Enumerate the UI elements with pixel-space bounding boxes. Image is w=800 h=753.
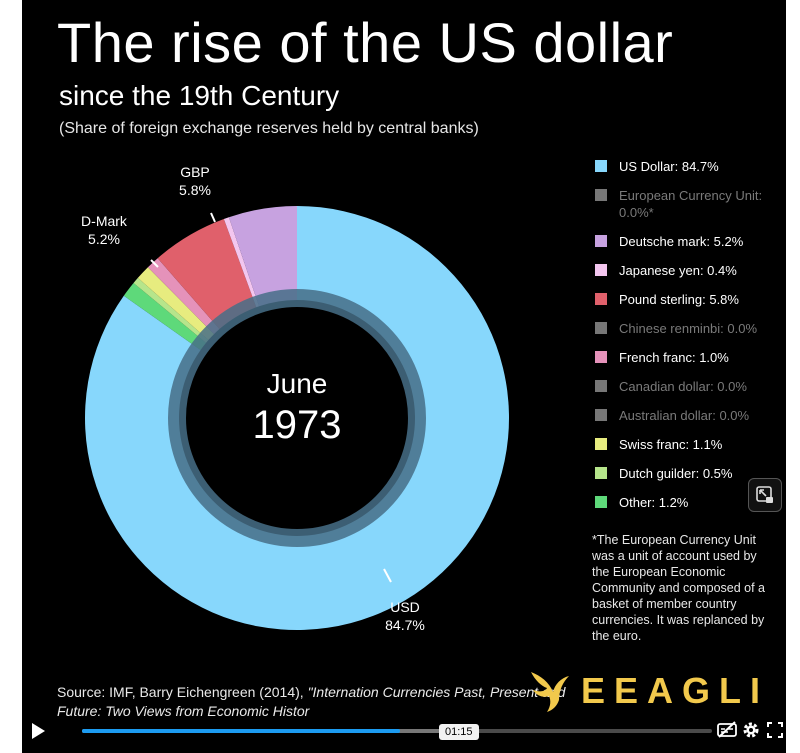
- legend-item: US Dollar: 84.7%: [595, 158, 785, 175]
- donut-slice-dutch-guilder: [133, 277, 209, 343]
- donut-slice-pound-sterling: [157, 219, 257, 330]
- play-button[interactable]: [28, 721, 48, 741]
- chart-note: (Share of foreign exchange reserves held…: [59, 120, 479, 137]
- footnote: *The European Currency Unit was a unit o…: [592, 533, 766, 643]
- legend-item: Other: 1.2%: [595, 494, 785, 511]
- donut-slice-deutsche-mark: [228, 206, 297, 307]
- legend-label: Other: 1.2%: [619, 495, 689, 510]
- donut-slice-japanese-yen: [223, 217, 260, 308]
- legend-label: Chinese renminbi: 0.0%: [619, 321, 758, 336]
- callout-usd-line: [383, 568, 392, 583]
- callout-usd-name: USD: [390, 599, 420, 615]
- pip-button[interactable]: [748, 478, 782, 512]
- donut-slice-french-franc: [147, 258, 220, 335]
- callout-gbp-name: GBP: [180, 164, 210, 180]
- legend-swatch: [595, 322, 607, 334]
- legend-swatch: [595, 264, 607, 276]
- center-month: June: [267, 368, 328, 399]
- legend-label: Swiss franc: 1.1%: [619, 437, 723, 452]
- legend-item: European Currency Unit: 0.0%*: [595, 187, 785, 221]
- legend-item: Dutch guilder: 0.5%: [595, 465, 785, 482]
- legend-item: Japanese yen: 0.4%: [595, 262, 785, 279]
- callout-usd: USD 84.7%: [383, 568, 425, 633]
- legend-item: French franc: 1.0%: [595, 349, 785, 366]
- legend-swatch: [595, 160, 607, 172]
- progress-bar: [82, 729, 401, 733]
- video-frame: The rise of the US dollar since the 19th…: [22, 0, 786, 753]
- seek-bar[interactable]: 01:15: [82, 724, 712, 740]
- callout-gbp-line: [210, 212, 216, 223]
- legend: US Dollar: 84.7% European Currency Unit: …: [595, 158, 785, 523]
- fullscreen-button[interactable]: [764, 719, 786, 741]
- legend-item: Australian dollar: 0.0%: [595, 407, 785, 424]
- legend-swatch: [595, 496, 607, 508]
- legend-label: Dutch guilder: 0.5%: [619, 466, 733, 481]
- legend-label: Pound sterling: 5.8%: [619, 292, 739, 307]
- callout-gbp-value: 5.8%: [179, 182, 211, 198]
- legend-swatch: [595, 467, 607, 479]
- brand-name: EEAGLI: [581, 670, 770, 711]
- legend-label: US Dollar: 84.7%: [619, 159, 719, 174]
- captions-off-icon: [717, 721, 737, 738]
- donut-slices: [85, 206, 509, 630]
- play-icon: [32, 723, 45, 739]
- video-controls: 01:15: [22, 705, 786, 753]
- time-tooltip: 01:15: [439, 724, 479, 740]
- legend-label: European Currency Unit: 0.0%*: [619, 188, 763, 220]
- legend-swatch: [595, 351, 607, 363]
- legend-label: Australian dollar: 0.0%: [619, 408, 750, 423]
- legend-label: French franc: 1.0%: [619, 350, 729, 365]
- center-year: 1973: [253, 403, 342, 447]
- donut-chart: June 1973 USD 84.7% D-Mark 5.2% GBP 5.8%: [81, 164, 509, 633]
- legend-label: Japanese yen: 0.4%: [619, 263, 737, 278]
- settings-icon: [743, 722, 759, 738]
- legend-swatch: [595, 380, 607, 392]
- legend-label: Deutsche mark: 5.2%: [619, 234, 744, 249]
- chart-title: The rise of the US dollar: [57, 11, 674, 74]
- source-reference: "Internation Currencies Past, Present an…: [57, 684, 566, 719]
- donut-slice-other: [123, 283, 207, 350]
- legend-item: Swiss franc: 1.1%: [595, 436, 785, 453]
- chart-subtitle: since the 19th Century: [59, 80, 340, 111]
- brand-logo: EEAGLI: [529, 668, 769, 714]
- legend-item: Deutsche mark: 5.2%: [595, 233, 785, 250]
- settings-button[interactable]: [740, 719, 762, 741]
- callout-dmark-line: [150, 259, 159, 268]
- legend-swatch: [595, 409, 607, 421]
- callout-dmark-value: 5.2%: [88, 231, 120, 247]
- source-prefix: Source: IMF, Barry Eichengreen (2014),: [57, 684, 308, 700]
- captions-button[interactable]: [716, 719, 738, 741]
- legend-swatch: [595, 438, 607, 450]
- callout-dmark-name: D-Mark: [81, 213, 128, 229]
- legend-swatch: [595, 189, 607, 201]
- legend-swatch: [595, 293, 607, 305]
- fullscreen-icon: [767, 722, 783, 738]
- eagle-logo-icon: [531, 672, 569, 712]
- callout-usd-value: 84.7%: [385, 617, 425, 633]
- legend-item: Chinese renminbi: 0.0%: [595, 320, 785, 337]
- donut-slice-us-dollar: [85, 206, 509, 630]
- donut-slice-swiss-franc: [137, 267, 215, 341]
- legend-swatch: [595, 235, 607, 247]
- legend-label: Canadian dollar: 0.0%: [619, 379, 747, 394]
- donut-inner-ring: [168, 289, 426, 547]
- pip-icon: [756, 486, 773, 503]
- callout-dmark: D-Mark 5.2%: [81, 213, 159, 268]
- callout-gbp: GBP 5.8%: [179, 164, 216, 223]
- legend-item: Pound sterling: 5.8%: [595, 291, 785, 308]
- source-text: Source: IMF, Barry Eichengreen (2014), "…: [57, 683, 577, 721]
- legend-item: Canadian dollar: 0.0%: [595, 378, 785, 395]
